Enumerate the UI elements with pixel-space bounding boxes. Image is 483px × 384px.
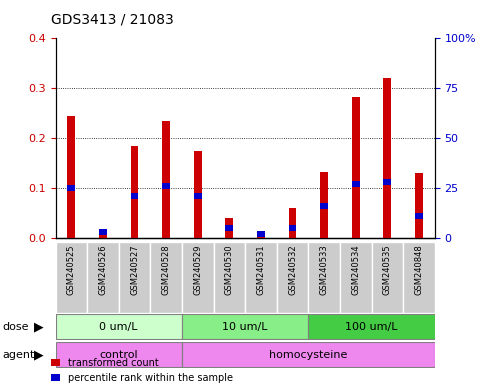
Text: ▶: ▶ — [34, 320, 43, 333]
Text: GSM240525: GSM240525 — [67, 244, 76, 295]
Bar — [308, 242, 340, 313]
Bar — [415, 213, 423, 219]
Bar — [288, 208, 297, 238]
Bar — [352, 97, 360, 238]
Bar — [162, 183, 170, 189]
Text: GSM240532: GSM240532 — [288, 244, 297, 295]
Bar — [340, 242, 371, 313]
Bar — [150, 242, 182, 313]
Text: GSM240526: GSM240526 — [99, 244, 107, 295]
Bar — [68, 116, 75, 238]
Text: 0 um/L: 0 um/L — [99, 322, 138, 332]
Bar — [68, 185, 75, 191]
Bar — [308, 314, 435, 339]
Bar — [162, 121, 170, 238]
Text: GSM240529: GSM240529 — [193, 244, 202, 295]
Bar — [130, 146, 139, 238]
Bar — [87, 242, 119, 313]
Bar — [371, 242, 403, 313]
Text: GSM240531: GSM240531 — [256, 244, 266, 295]
Bar — [245, 242, 277, 313]
Bar — [182, 242, 213, 313]
Text: GDS3413 / 21083: GDS3413 / 21083 — [51, 13, 173, 27]
Bar — [352, 181, 360, 187]
Bar — [384, 179, 391, 185]
Text: GSM240848: GSM240848 — [414, 244, 424, 295]
Legend: transformed count, percentile rank within the sample: transformed count, percentile rank withi… — [51, 358, 233, 383]
Bar — [257, 231, 265, 237]
Bar — [257, 234, 265, 238]
Text: ▶: ▶ — [34, 348, 43, 361]
Bar — [182, 314, 308, 339]
Text: homocysteine: homocysteine — [269, 350, 347, 360]
Bar — [119, 242, 150, 313]
Bar — [99, 229, 107, 235]
Bar — [56, 314, 182, 339]
Text: GSM240528: GSM240528 — [162, 244, 170, 295]
Text: 10 um/L: 10 um/L — [222, 322, 268, 332]
Bar — [182, 342, 435, 367]
Bar — [99, 232, 107, 238]
Bar — [415, 173, 423, 238]
Bar — [194, 151, 202, 238]
Bar — [56, 242, 87, 313]
Bar — [277, 242, 308, 313]
Bar — [56, 342, 182, 367]
Bar — [194, 193, 202, 199]
Bar — [320, 172, 328, 238]
Text: GSM240535: GSM240535 — [383, 244, 392, 295]
Text: control: control — [99, 350, 138, 360]
Bar — [403, 242, 435, 313]
Text: GSM240530: GSM240530 — [225, 244, 234, 295]
Text: GSM240534: GSM240534 — [351, 244, 360, 295]
Bar — [226, 218, 233, 238]
Text: GSM240533: GSM240533 — [320, 244, 328, 295]
Bar — [213, 242, 245, 313]
Text: dose: dose — [2, 322, 29, 332]
Bar — [320, 203, 328, 209]
Bar — [130, 193, 139, 199]
Bar — [288, 225, 297, 231]
Text: agent: agent — [2, 350, 35, 360]
Bar — [226, 225, 233, 231]
Text: 100 um/L: 100 um/L — [345, 322, 398, 332]
Bar — [384, 78, 391, 238]
Text: GSM240527: GSM240527 — [130, 244, 139, 295]
